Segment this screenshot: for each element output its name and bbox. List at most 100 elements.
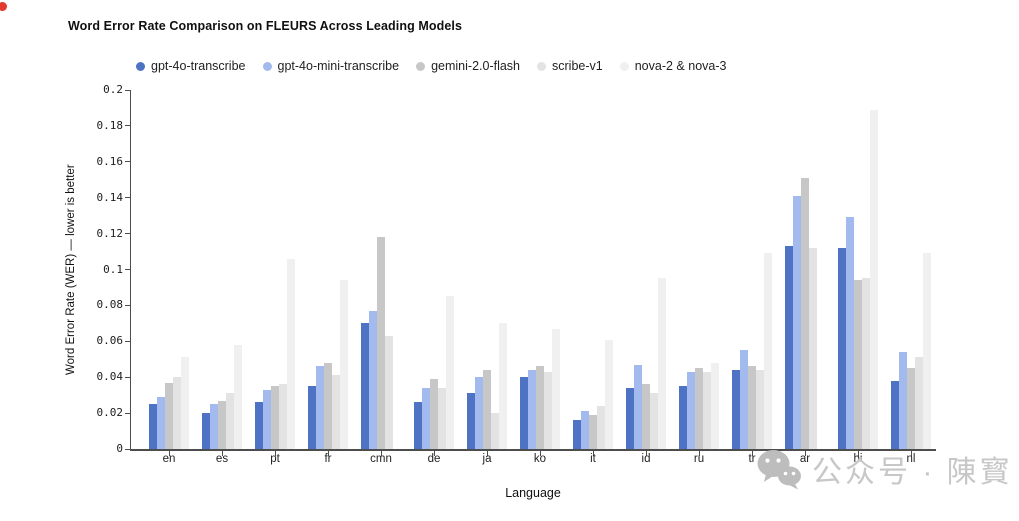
legend-label: nova-2 & nova-3 — [634, 59, 727, 73]
x-tick-mark — [592, 451, 594, 456]
bar-ar-scribe-v1 — [809, 247, 817, 449]
bar-ko-nova-2-nova-3 — [552, 328, 560, 449]
bar-de-nova-2-nova-3 — [446, 296, 454, 449]
bar-en-gpt-4o-mini-transcribe — [157, 396, 165, 449]
bar-hi-nova-2-nova-3 — [870, 109, 878, 449]
x-category-label-en: en — [162, 453, 176, 465]
bar-fr-scribe-v1 — [332, 375, 340, 449]
legend-dot-icon — [416, 61, 426, 71]
bar-ru-scribe-v1 — [703, 371, 711, 449]
y-tick-label: 0.18 — [96, 118, 124, 132]
y-tick-mark — [125, 269, 130, 270]
bar-id-gpt-4o-transcribe — [626, 387, 634, 449]
bar-fr-nova-2-nova-3 — [340, 280, 348, 449]
x-category-label-de: de — [427, 453, 441, 465]
bar-id-gemini-2-0-flash — [642, 384, 650, 449]
legend-dot-icon — [619, 61, 629, 71]
bar-fr-gpt-4o-mini-transcribe — [316, 366, 324, 449]
bar-pt-scribe-v1 — [279, 384, 287, 449]
bar-hi-scribe-v1 — [862, 278, 870, 449]
watermark-text: 公众号 · 陳寳 — [812, 456, 1013, 489]
y-tick-label: 0.06 — [96, 334, 124, 348]
bar-it-nova-2-nova-3 — [605, 339, 613, 449]
y-tick-mark — [125, 89, 130, 91]
bar-de-gpt-4o-mini-transcribe — [422, 387, 430, 449]
bar-ar-gpt-4o-mini-transcribe — [793, 195, 801, 449]
bar-es-nova-2-nova-3 — [234, 344, 242, 449]
bar-cmn-gpt-4o-transcribe — [361, 323, 369, 449]
y-tick-mark — [125, 125, 130, 127]
bar-ja-nova-2-nova-3 — [499, 323, 507, 449]
bar-hi-gemini-2-0-flash — [854, 280, 862, 449]
bar-nl-gemini-2-0-flash — [907, 368, 915, 449]
x-tick-mark — [804, 451, 806, 456]
bar-ar-gpt-4o-transcribe — [785, 246, 793, 449]
x-tick-mark — [910, 451, 912, 456]
y-tick-mark — [125, 161, 130, 163]
bar-it-scribe-v1 — [597, 405, 605, 449]
bar-ja-gemini-2-0-flash — [483, 370, 491, 449]
bar-tr-gpt-4o-transcribe — [732, 370, 740, 449]
bar-ar-gemini-2-0-flash — [801, 177, 809, 449]
legend-item-nova-2-nova-3: nova-2 & nova-3 — [619, 59, 727, 73]
bar-nl-gpt-4o-transcribe — [891, 380, 899, 449]
bar-tr-gpt-4o-mini-transcribe — [740, 350, 748, 449]
bar-ko-gemini-2-0-flash — [536, 366, 544, 449]
x-tick-mark — [433, 451, 435, 456]
legend-label: scribe-v1 — [552, 59, 603, 73]
bar-tr-nova-2-nova-3 — [764, 253, 772, 449]
bar-pt-gpt-4o-mini-transcribe — [263, 389, 271, 449]
y-tick-label: 0.14 — [96, 190, 124, 204]
bar-id-gpt-4o-mini-transcribe — [634, 364, 642, 449]
x-category-label-ja: ja — [482, 453, 492, 465]
x-tick-mark — [274, 451, 276, 456]
y-tick-mark — [125, 376, 130, 378]
bar-cmn-gemini-2-0-flash — [377, 237, 385, 449]
bar-fr-gemini-2-0-flash — [324, 362, 332, 449]
y-tick-label: 0.12 — [96, 226, 124, 240]
y-tick-mark — [125, 448, 130, 450]
y-tick-label: 0.1 — [103, 262, 123, 276]
bar-id-nova-2-nova-3 — [658, 278, 666, 449]
bar-de-gpt-4o-transcribe — [414, 402, 422, 449]
bar-ja-gpt-4o-mini-transcribe — [475, 377, 483, 449]
bar-hi-gpt-4o-mini-transcribe — [846, 217, 854, 449]
plot-area: 0 0.02 0.04 0.06 0.08 0.1 0.12 0.14 0.16 0.18 0.2 e… — [97, 83, 936, 465]
x-category-label-ar: ar — [799, 453, 811, 465]
bar-nl-gpt-4o-mini-transcribe — [899, 352, 907, 449]
bar-ru-nova-2-nova-3 — [711, 362, 719, 449]
y-tick-mark — [125, 304, 130, 306]
legend-item-gpt-4o-mini-transcribe: gpt-4o-mini-transcribe — [262, 59, 400, 73]
bar-ru-gpt-4o-mini-transcribe — [687, 371, 695, 449]
bar-id-scribe-v1 — [650, 393, 658, 449]
legend-label: gpt-4o-mini-transcribe — [277, 59, 400, 73]
chart-title: Word Error Rate Comparison on FLEURS Acr… — [68, 19, 463, 33]
x-category-label-pt: pt — [270, 453, 280, 465]
x-category-label-hi: hi — [853, 453, 863, 465]
bar-cmn-gpt-4o-mini-transcribe — [369, 310, 377, 449]
bar-cmn-scribe-v1 — [385, 335, 393, 449]
y-axis-label: Word Error Rate (WER) — lower is better — [65, 164, 77, 375]
wechat-icon — [757, 450, 801, 490]
bar-tr-gemini-2-0-flash — [748, 366, 756, 449]
bar-ru-gpt-4o-transcribe — [679, 386, 687, 449]
bar-nl-nova-2-nova-3 — [923, 253, 931, 449]
legend-label: gemini-2.0-flash — [431, 59, 521, 73]
y-tick-label: 0.02 — [96, 406, 124, 420]
x-tick-mark — [857, 451, 859, 456]
y-tick-label: 0.2 — [103, 83, 123, 96]
bar-pt-gemini-2-0-flash — [271, 386, 279, 449]
bar-en-scribe-v1 — [173, 377, 181, 449]
bar-en-nova-2-nova-3 — [181, 357, 189, 449]
y-tick-mark — [125, 197, 130, 199]
bar-es-scribe-v1 — [226, 393, 234, 449]
x-tick-mark — [751, 451, 753, 456]
bar-ja-scribe-v1 — [491, 413, 499, 449]
legend-item-gpt-4o-transcribe: gpt-4o-transcribe — [136, 59, 246, 73]
bar-tr-scribe-v1 — [756, 370, 764, 449]
bar-de-scribe-v1 — [438, 387, 446, 449]
x-tick-mark — [539, 451, 541, 456]
x-tick-mark — [168, 451, 170, 456]
y-tick-mark — [125, 412, 130, 414]
y-tick-label: 0.08 — [96, 298, 124, 312]
